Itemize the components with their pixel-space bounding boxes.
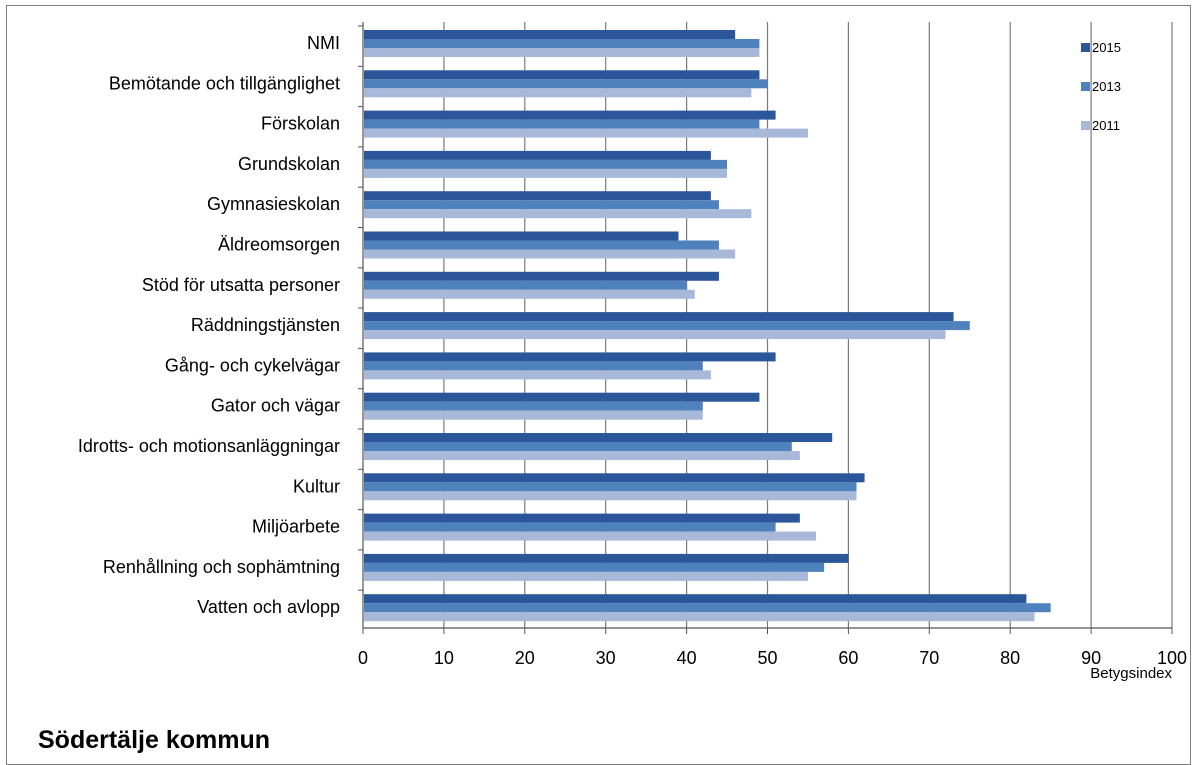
bar-2011: [364, 491, 857, 501]
bar-2011: [364, 370, 711, 380]
bar-2015: [364, 191, 711, 201]
bar-2015: [364, 271, 719, 281]
bar-2015: [364, 352, 776, 362]
bar-2013: [364, 442, 792, 451]
bar-2013: [364, 39, 760, 48]
category-label: Gymnasieskolan: [207, 194, 340, 214]
x-tick-label: 30: [596, 648, 616, 668]
bar-2013: [364, 159, 728, 169]
category-label: Äldreomsorgen: [218, 235, 340, 255]
legend-swatch-2015: [1081, 43, 1090, 52]
legend: 2015 2013 2011: [1081, 40, 1121, 133]
bar-2015: [364, 513, 800, 523]
bar-2015: [364, 392, 760, 402]
x-tick-label: 50: [757, 648, 777, 668]
x-tick-labels: 0 10 20 30 40 50 60 70 80 90 100: [358, 648, 1187, 668]
category-labels: NMI Bemötande och tillgänglighet Förskolan…: [78, 33, 340, 617]
bar-2013: [364, 240, 719, 250]
bar-2011: [364, 209, 752, 219]
x-tick-label: 60: [838, 648, 858, 668]
bar-2015: [364, 433, 833, 442]
bars: [364, 30, 1051, 622]
x-axis-label: Betygsindex: [1090, 665, 1172, 682]
x-tick-label: 100: [1157, 648, 1187, 668]
bar-2011: [364, 330, 946, 340]
bar-2011: [364, 612, 1035, 622]
category-label: Kultur: [293, 476, 340, 496]
x-tick-label: 20: [515, 648, 535, 668]
bar-2011: [364, 168, 728, 178]
axes: [358, 22, 1173, 634]
category-label: Gator och vägar: [211, 396, 340, 416]
category-label: Renhållning och sophämtning: [103, 557, 340, 577]
x-tick-label: 10: [434, 648, 454, 668]
x-tick-label: 40: [677, 648, 697, 668]
category-label: Gång- och cykelvägar: [165, 355, 340, 375]
bar-2015: [364, 553, 849, 563]
category-label: NMI: [307, 33, 340, 53]
bar-2011: [364, 531, 817, 541]
bar-2015: [364, 30, 736, 39]
bar-2015: [364, 110, 776, 120]
bar-2011: [364, 128, 808, 138]
bar-2011: [364, 289, 695, 299]
category-label: Grundskolan: [238, 154, 340, 174]
category-label: Miljöarbete: [252, 517, 340, 537]
bar-2013: [364, 280, 687, 290]
legend-label-2015: 2015: [1092, 40, 1121, 55]
bar-2013: [364, 79, 768, 89]
x-tick-label: 90: [1081, 648, 1101, 668]
bar-2011: [364, 249, 736, 259]
bar-2015: [364, 594, 1027, 604]
bar-2015: [364, 312, 954, 322]
bar-2013: [364, 361, 703, 371]
x-tick-label: 70: [919, 648, 939, 668]
bar-2011: [364, 451, 800, 460]
category-label: Idrotts- och motionsanläggningar: [78, 436, 340, 456]
bar-2013: [364, 522, 776, 532]
category-label: Räddningstjänsten: [191, 315, 340, 335]
bar-2013: [364, 119, 760, 129]
legend-label-2011: 2011: [1092, 118, 1120, 133]
bar-2015: [364, 231, 679, 241]
bar-2015: [364, 70, 760, 80]
bar-2015: [364, 473, 865, 483]
category-label: Bemötande och tillgänglighet: [109, 73, 340, 93]
legend-swatch-2013: [1081, 82, 1090, 91]
bar-2013: [364, 401, 703, 411]
bar-2013: [364, 482, 857, 492]
bar-2013: [364, 562, 825, 572]
category-label: Stöd för utsatta personer: [142, 275, 340, 295]
legend-label-2013: 2013: [1092, 79, 1121, 94]
bar-2013: [364, 321, 970, 331]
legend-swatch-2011: [1081, 121, 1090, 130]
bar-2015: [364, 150, 711, 160]
category-label: Vatten och avlopp: [197, 597, 340, 617]
bar-2013: [364, 200, 719, 210]
bar-2011: [364, 48, 760, 57]
category-label: Förskolan: [261, 114, 340, 134]
page-title: Södertälje kommun: [38, 726, 270, 754]
bar-2011: [364, 88, 752, 98]
bar-2011: [364, 410, 703, 420]
bar-2013: [364, 603, 1051, 613]
x-tick-label: 0: [358, 648, 368, 668]
x-tick-label: 80: [1000, 648, 1020, 668]
bar-2011: [364, 571, 808, 581]
